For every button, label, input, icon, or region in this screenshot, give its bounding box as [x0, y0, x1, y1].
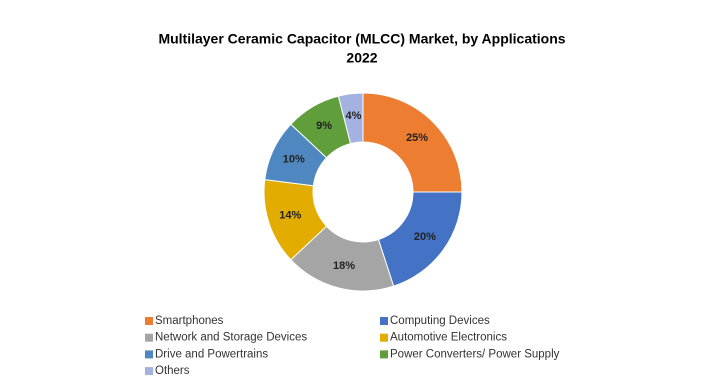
chart-title: Multilayer Ceramic Capacitor (MLCC) Mark… [158, 31, 565, 47]
chart-subtitle: 2022 [346, 50, 377, 66]
legend-swatch [145, 350, 153, 359]
legend-swatch [145, 317, 153, 325]
donut-slice [362, 92, 463, 193]
donut-slice [337, 92, 364, 145]
data-label: 18% [333, 260, 355, 272]
donut-slice [377, 191, 463, 287]
legend-label: Others [155, 365, 190, 377]
legend-swatch [145, 367, 153, 376]
data-label: 14% [279, 210, 301, 222]
legend-swatch [380, 333, 388, 342]
data-label: 25% [406, 132, 428, 144]
legend-label: Power Converters/ Power Supply [390, 348, 560, 360]
data-label: 20% [414, 231, 436, 243]
legend-swatch [380, 317, 388, 325]
legend-label: Automotive Electronics [390, 332, 507, 344]
legend-label: Computing Devices [390, 315, 490, 327]
data-label: 10% [283, 153, 305, 165]
data-label: 4% [345, 110, 361, 122]
legend-label: Smartphones [155, 315, 224, 327]
data-label: 9% [316, 120, 332, 132]
legend-label: Network and Storage Devices [155, 332, 307, 344]
legend-swatch [145, 333, 153, 342]
legend-label: Drive and Powertrains [155, 348, 268, 360]
legend-swatch [380, 350, 388, 359]
